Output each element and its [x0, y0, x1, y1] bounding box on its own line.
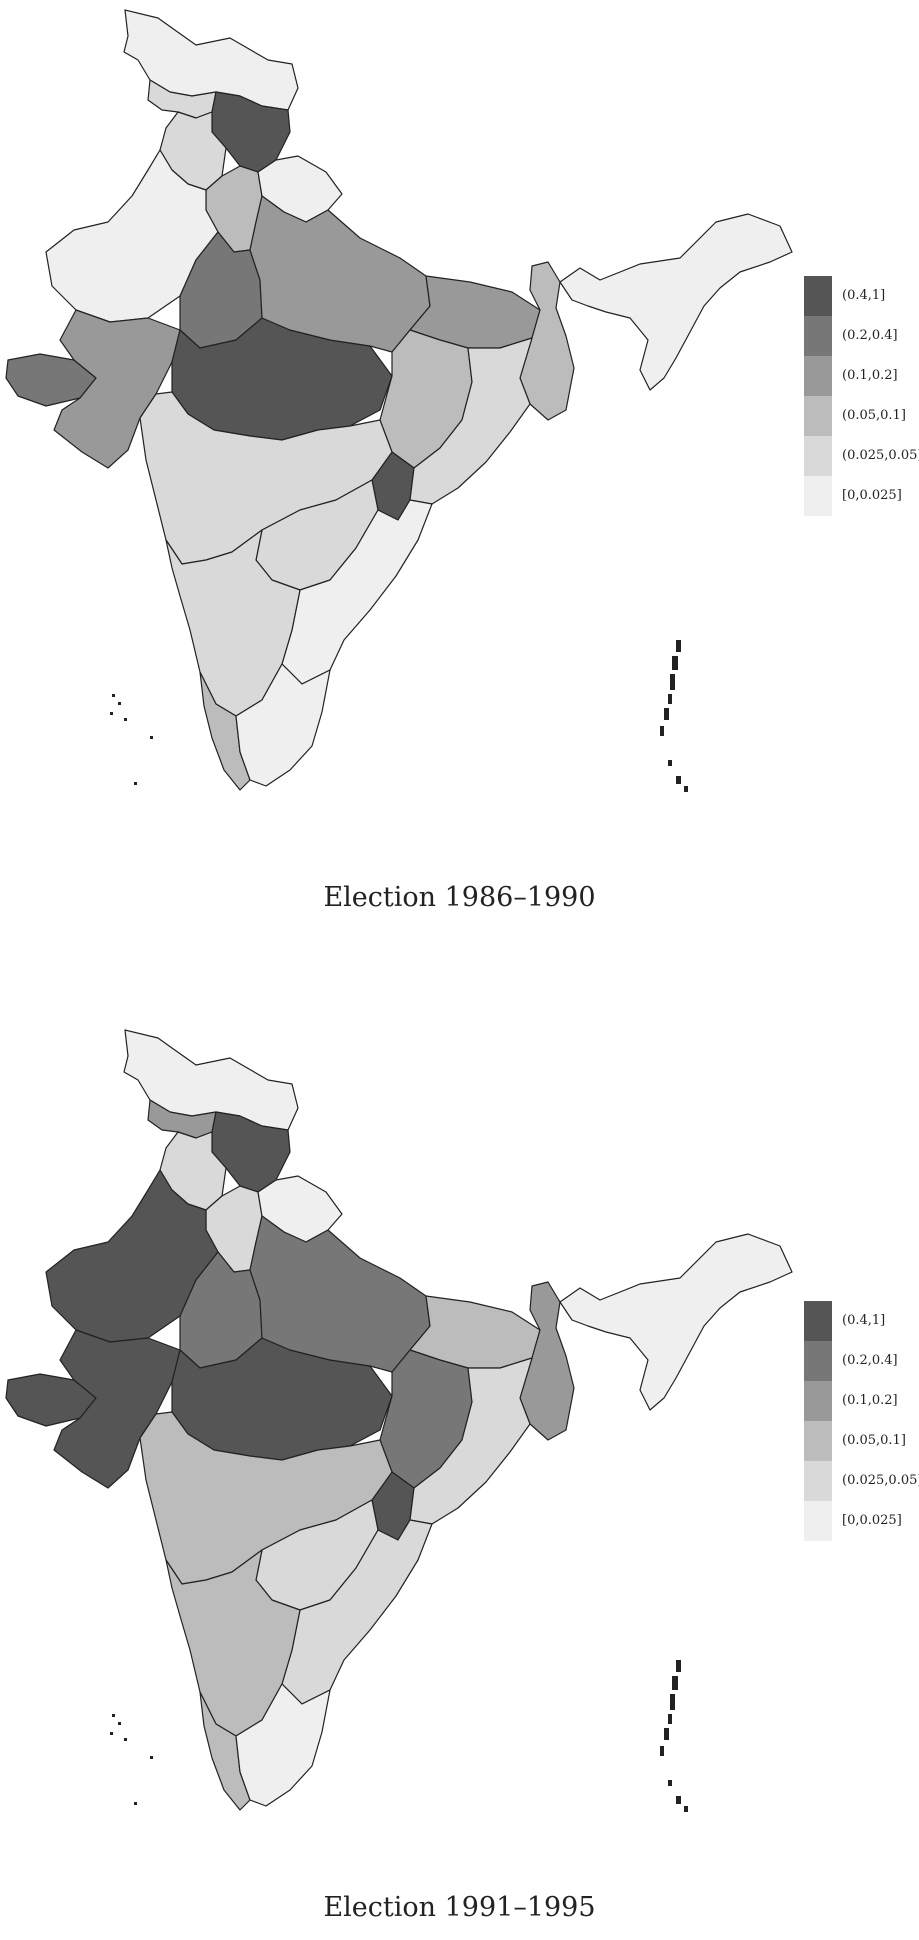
region-northeast: [559, 1233, 793, 1411]
legend-item: (0.4,1]: [804, 276, 914, 316]
legend-item: (0.2,0.4]: [804, 1341, 914, 1381]
legend-item: (0.4,1]: [804, 1301, 914, 1341]
legend-item: (0.05,0.1]: [804, 1421, 914, 1461]
region-andhra: [281, 499, 433, 685]
legend-label: (0.4,1]: [842, 288, 886, 303]
legend-swatch: [804, 396, 832, 436]
legend-swatch: [804, 1501, 832, 1541]
legend-label: (0.025,0.05]: [842, 448, 919, 463]
legend-item: (0.05,0.1]: [804, 396, 914, 436]
legend-swatch: [804, 1461, 832, 1501]
india-choropleth-map: [5, 9, 793, 792]
legend-item: (0.2,0.4]: [804, 316, 914, 356]
island-territories: [110, 640, 688, 792]
legend-label: (0.05,0.1]: [842, 1433, 906, 1448]
map-regions: [5, 9, 793, 791]
legend-swatch: [804, 316, 832, 356]
region-tamil-nadu: [235, 663, 331, 787]
region-kerala: [199, 671, 251, 791]
region-tamil-nadu: [235, 1683, 331, 1807]
region-northeast: [559, 213, 793, 391]
legend-label: (0.2,0.4]: [842, 328, 898, 343]
legend-swatch: [804, 1341, 832, 1381]
region-gujarat: [53, 309, 181, 469]
legend-label: (0.1,0.2]: [842, 368, 898, 383]
map-panel-1986-1990: (0.4,1] (0.2,0.4] (0.1,0.2] (0.05,0.1] (…: [0, 0, 919, 960]
legend: (0.4,1] (0.2,0.4] (0.1,0.2] (0.05,0.1] (…: [804, 276, 919, 516]
legend-label: (0.05,0.1]: [842, 408, 906, 423]
legend-item: (0.025,0.05]: [804, 436, 919, 476]
india-choropleth-map: [5, 1029, 793, 1812]
legend-label: [0,0.025]: [842, 1513, 902, 1528]
map-caption: Election 1986–1990: [323, 882, 596, 913]
map-panel-1991-1995: (0.4,1] (0.2,0.4] (0.1,0.2] (0.05,0.1] (…: [0, 960, 919, 1940]
legend-item: (0.1,0.2]: [804, 356, 914, 396]
region-gujarat: [53, 1329, 181, 1489]
legend-label: (0.025,0.05]: [842, 1473, 919, 1488]
legend-item: [0,0.025]: [804, 476, 914, 516]
legend-item: [0,0.025]: [804, 1501, 914, 1541]
legend-swatch: [804, 1381, 832, 1421]
legend-item: (0.1,0.2]: [804, 1381, 914, 1421]
legend-label: (0.4,1]: [842, 1313, 886, 1328]
region-west-bengal: [519, 1281, 575, 1441]
region-kerala: [199, 1691, 251, 1811]
legend-label: (0.1,0.2]: [842, 1393, 898, 1408]
legend-swatch: [804, 1301, 832, 1341]
legend-item: (0.025,0.05]: [804, 1461, 919, 1501]
map-caption: Election 1991–1995: [323, 1892, 596, 1923]
legend-swatch: [804, 1421, 832, 1461]
region-karnataka: [165, 1549, 301, 1737]
legend-swatch: [804, 476, 832, 516]
region-west-bengal: [519, 261, 575, 421]
legend-swatch: [804, 436, 832, 476]
region-odisha: [409, 337, 533, 505]
region-andhra: [281, 1519, 433, 1705]
legend-swatch: [804, 356, 832, 396]
legend-label: [0,0.025]: [842, 488, 902, 503]
region-karnataka: [165, 529, 301, 717]
island-territories: [110, 1660, 688, 1812]
region-odisha: [409, 1357, 533, 1525]
legend-swatch: [804, 276, 832, 316]
legend-label: (0.2,0.4]: [842, 1353, 898, 1368]
legend: (0.4,1] (0.2,0.4] (0.1,0.2] (0.05,0.1] (…: [804, 1301, 919, 1541]
map-regions: [5, 1029, 793, 1811]
